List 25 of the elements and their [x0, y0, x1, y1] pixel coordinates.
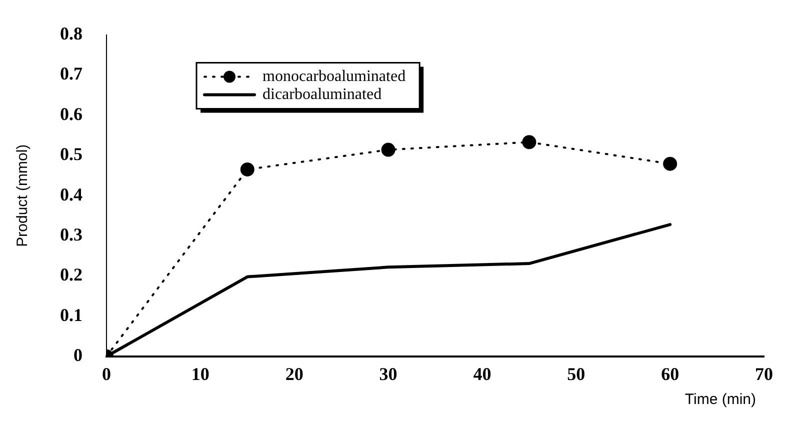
point: [663, 156, 678, 171]
y-tick-label: 0.5: [60, 144, 82, 164]
y-tick-label: 0.8: [60, 23, 82, 44]
y-tick-label: 0.6: [60, 104, 82, 124]
y-tick-label: 0.2: [60, 264, 82, 285]
x-axis-title: Time (min): [684, 391, 756, 408]
point: [381, 142, 396, 157]
x-tick-label: 60: [661, 364, 680, 384]
y-axis-title: Product (mmol): [14, 144, 32, 247]
x-tick-label: 40: [473, 364, 492, 384]
x-tick-label: 50: [567, 364, 586, 384]
point: [240, 162, 254, 176]
y-tick-label: 0.4: [60, 184, 82, 204]
x-tick-label: 0: [102, 364, 111, 384]
x-tick-label: 20: [285, 364, 304, 384]
y-tick-label: 0.7: [60, 64, 82, 84]
y-tick-label: 0: [74, 345, 82, 366]
y-tick-label: 0.3: [60, 224, 82, 244]
x-tick-label: 10: [191, 364, 210, 384]
legend-label: monocarboaluminated: [262, 68, 406, 86]
x-tick-label: 70: [755, 364, 773, 384]
point: [522, 135, 536, 150]
y-tick-label: 0.1: [60, 304, 82, 325]
x-tick-label: 30: [379, 364, 398, 384]
legend-label: dicarboaluminated: [262, 86, 382, 104]
